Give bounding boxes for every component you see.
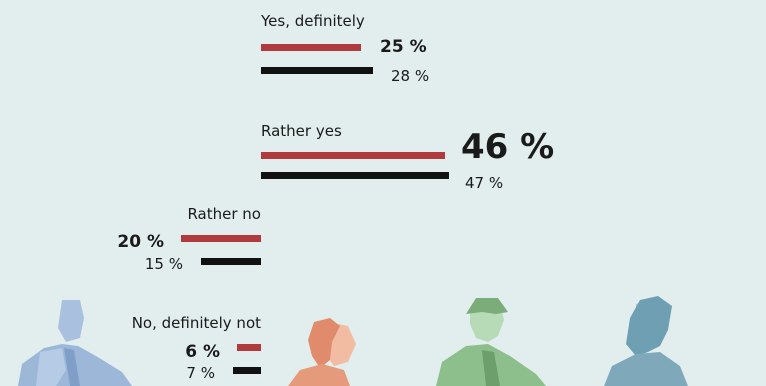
bar-red-3 bbox=[181, 235, 261, 242]
data-label-black: 47 % bbox=[465, 174, 503, 192]
category-label: Rather yes bbox=[261, 122, 342, 140]
data-label-red: 20 % bbox=[117, 232, 164, 252]
bars-group bbox=[181, 44, 449, 374]
bar-red-4 bbox=[237, 344, 261, 351]
data-label-red: 25 % bbox=[380, 37, 427, 57]
data-label-red: 6 % bbox=[185, 342, 220, 362]
bar-red-2 bbox=[261, 152, 445, 159]
data-label-red: 46 % bbox=[461, 127, 554, 167]
data-label-black: 28 % bbox=[391, 67, 429, 85]
woman-red-hair-icon bbox=[288, 318, 356, 386]
data-label-black: 7 % bbox=[186, 364, 215, 382]
bar-black-4 bbox=[233, 367, 261, 374]
bar-black-1 bbox=[261, 67, 373, 74]
category-label: No, definitely not bbox=[132, 314, 261, 332]
businessman-silhouette-icon bbox=[18, 300, 132, 386]
woman-teal-icon bbox=[604, 296, 688, 386]
man-green-icon bbox=[436, 298, 546, 386]
bar-black-3 bbox=[201, 258, 261, 265]
bar-red-1 bbox=[261, 44, 361, 51]
data-label-black: 15 % bbox=[145, 255, 183, 273]
bar-black-2 bbox=[261, 172, 449, 179]
category-label: Rather no bbox=[187, 205, 261, 223]
category-label: Yes, definitely bbox=[260, 12, 365, 30]
